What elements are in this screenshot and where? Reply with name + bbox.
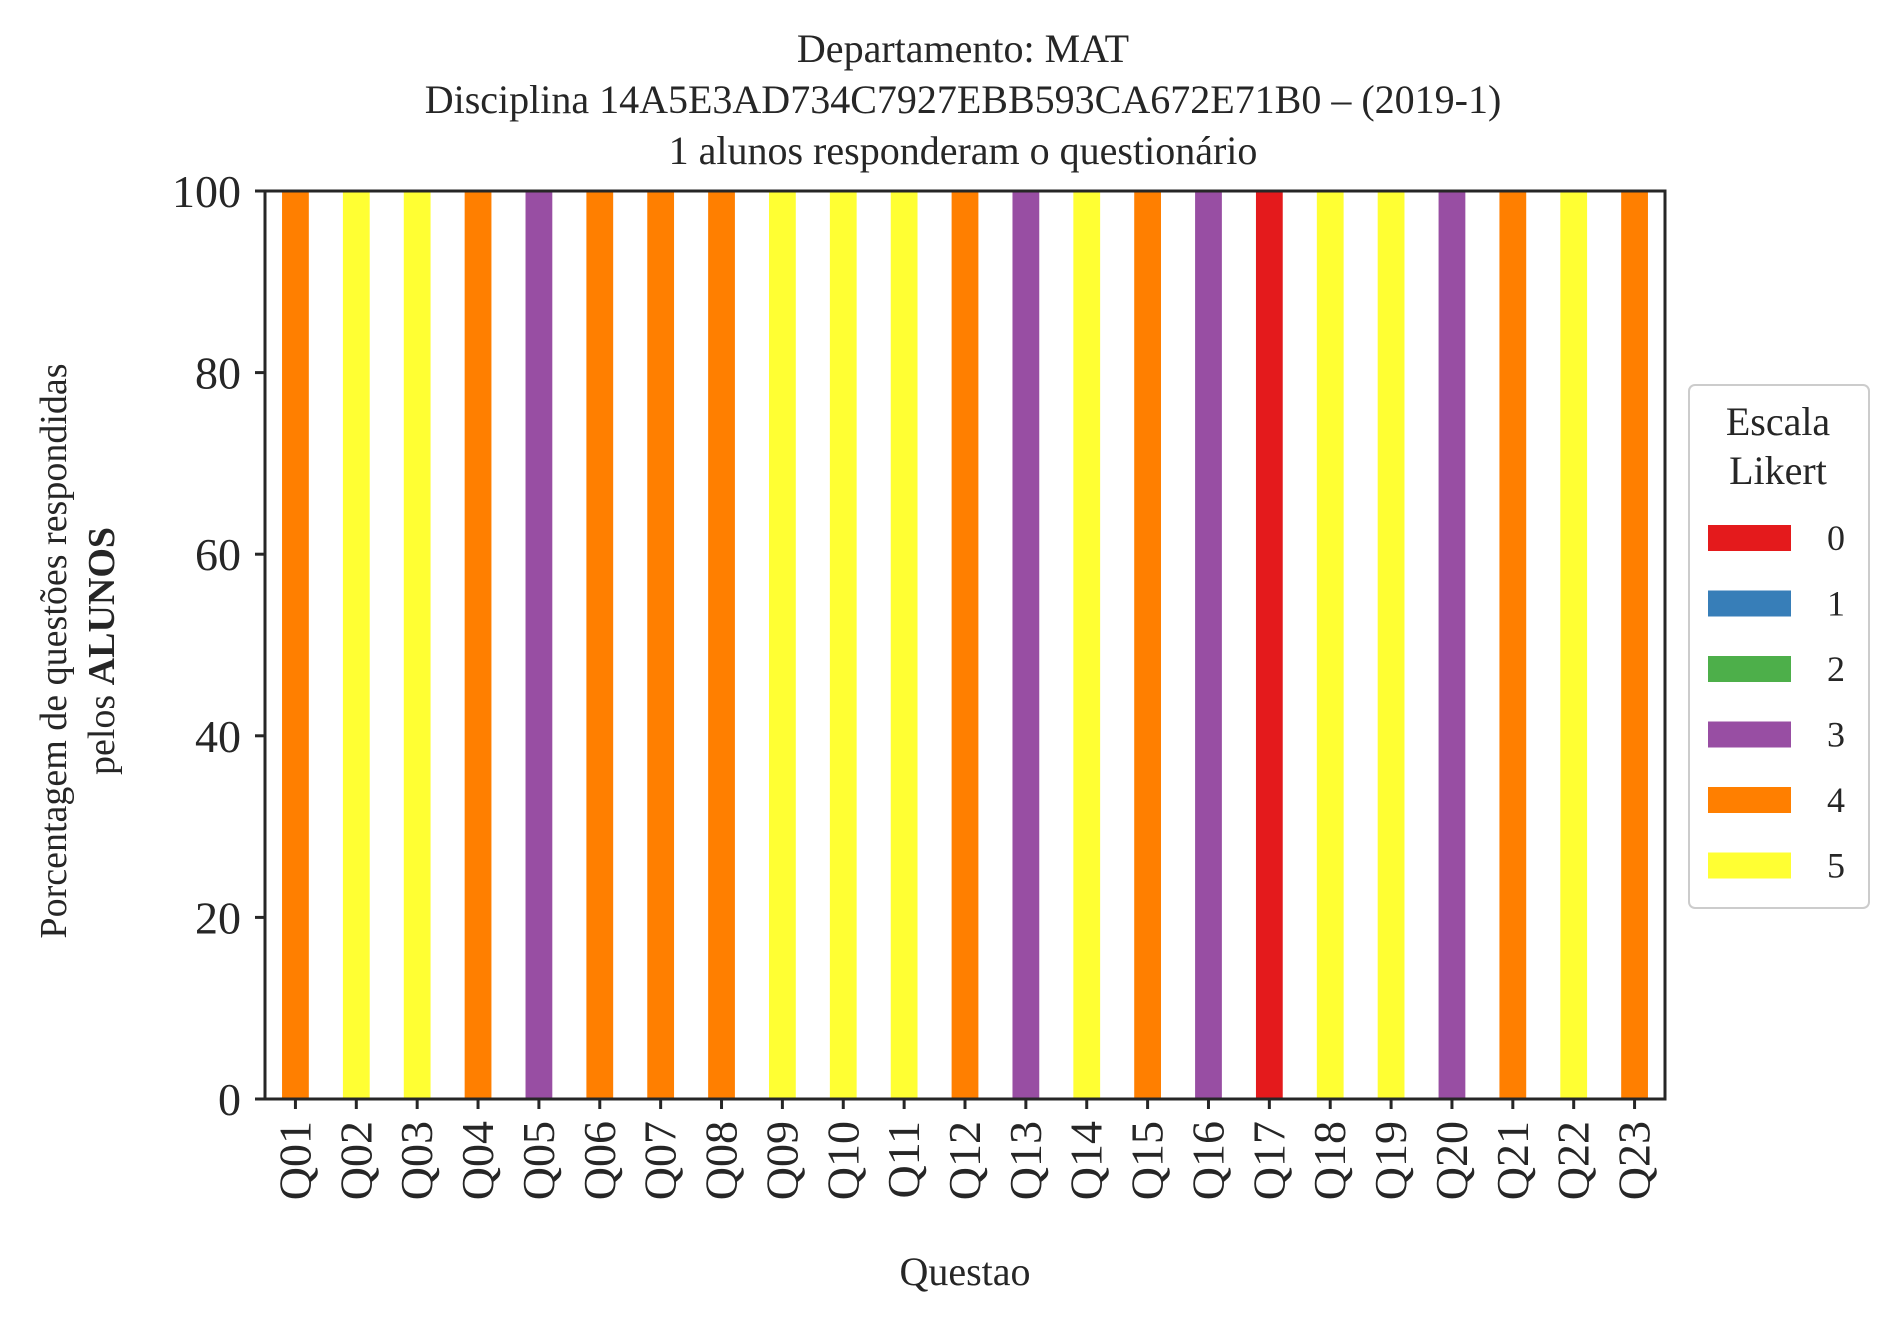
bar-Q09-scale-5 [769, 191, 796, 1099]
legend-label-2: 2 [1827, 649, 1845, 689]
x-tick-label-Q07: Q07 [635, 1121, 686, 1200]
legend-swatch-5 [1708, 852, 1791, 879]
bar-Q16-scale-3 [1195, 191, 1222, 1099]
x-tick-label-Q08: Q08 [696, 1121, 747, 1200]
x-tick-label-Q06: Q06 [574, 1121, 625, 1200]
x-tick-label-Q05: Q05 [513, 1121, 564, 1200]
y-axis-label-bold: ALUNOS [81, 527, 123, 685]
x-tick-label-Q14: Q14 [1061, 1121, 1112, 1200]
x-tick-label-Q16: Q16 [1182, 1121, 1233, 1200]
legend-title-line-2: Likert [1729, 448, 1827, 493]
x-tick-label-Q11: Q11 [878, 1121, 929, 1199]
x-axis-label: Questao [899, 1249, 1030, 1294]
legend-label-1: 1 [1827, 584, 1845, 624]
y-tick-label: 60 [195, 529, 241, 580]
x-tick-label-Q04: Q04 [452, 1121, 503, 1200]
x-tick-label-Q09: Q09 [756, 1121, 807, 1200]
bar-Q21-scale-4 [1499, 191, 1527, 1099]
bar-Q07-scale-4 [647, 191, 675, 1099]
chart-title-line-3: 1 alunos responderam o questionário [669, 128, 1258, 173]
legend-label-0: 0 [1827, 518, 1845, 558]
x-tick-label-Q03: Q03 [391, 1121, 442, 1200]
bar-Q23-scale-4 [1621, 191, 1648, 1099]
legend-title-line-1: Escala [1726, 399, 1831, 444]
x-tick-label-Q01: Q01 [269, 1121, 320, 1200]
bar-Q02-scale-5 [342, 191, 370, 1099]
x-tick-label-Q02: Q02 [330, 1121, 381, 1200]
legend-swatch-4 [1708, 787, 1791, 813]
y-tick-label: 80 [195, 348, 241, 399]
x-tick-label-Q15: Q15 [1122, 1121, 1173, 1200]
y-axis-label-prefix: pelos [81, 685, 123, 775]
x-tick-label-Q20: Q20 [1426, 1121, 1477, 1200]
legend-swatch-3 [1708, 721, 1791, 748]
bar-Q08-scale-4 [708, 191, 735, 1099]
bar-Q11-scale-5 [890, 191, 918, 1099]
legend-swatch-1 [1708, 590, 1791, 617]
legend-items: 0 1 2 3 4 5 [1708, 518, 1845, 886]
legend-label-3: 3 [1827, 715, 1845, 755]
y-axis-label-line-2: pelos ALUNOS [81, 527, 123, 775]
bar-Q19-scale-5 [1377, 191, 1405, 1099]
bar-Q01-scale-4 [282, 191, 309, 1099]
y-tick-label: 20 [195, 892, 241, 943]
x-tick-label-Q19: Q19 [1365, 1121, 1416, 1200]
chart-title-line-2: Disciplina 14A5E3AD734C7927EBB593CA672E7… [425, 77, 1502, 122]
x-tick-label-Q10: Q10 [817, 1121, 868, 1200]
y-tick-label: 40 [195, 711, 241, 762]
x-tick-label-Q22: Q22 [1548, 1121, 1599, 1200]
bar-Q20-scale-3 [1438, 191, 1466, 1099]
x-tick-label-Q12: Q12 [939, 1121, 990, 1200]
legend-label-4: 4 [1827, 780, 1845, 820]
x-tick-label-Q17: Q17 [1243, 1121, 1294, 1200]
bar-Q14-scale-5 [1073, 191, 1101, 1099]
bar-Q03-scale-5 [403, 191, 431, 1099]
y-axis-label: Porcentagem de questões respondidas pelo… [33, 363, 123, 938]
bar-Q10-scale-5 [829, 191, 857, 1099]
bar-Q15-scale-4 [1134, 191, 1161, 1099]
bar-Q17-scale-0 [1255, 191, 1283, 1099]
bar-Q18-scale-5 [1316, 191, 1344, 1099]
legend-swatch-0 [1708, 525, 1791, 551]
bar-Q06-scale-4 [586, 191, 614, 1099]
legend-swatch-2 [1708, 656, 1791, 682]
y-tick-label: 0 [218, 1074, 241, 1125]
x-tick-label-Q18: Q18 [1304, 1121, 1355, 1200]
bar-Q13-scale-3 [1012, 191, 1040, 1099]
legend-frame [1688, 384, 1870, 909]
x-tick-label-Q23: Q23 [1609, 1121, 1660, 1200]
bar-Q12-scale-4 [951, 191, 979, 1099]
bar-Q05-scale-3 [525, 191, 553, 1099]
legend: Escala Likert 0 1 2 3 4 5 [1688, 384, 1870, 909]
bar-Q04-scale-4 [464, 191, 492, 1099]
chart-title-line-1: Departamento: MAT [797, 26, 1129, 71]
bars-group [282, 191, 1648, 1099]
x-tick-label-Q21: Q21 [1487, 1121, 1538, 1200]
x-ticks-group: Q01 Q02 Q03 Q04 Q05 Q06 Q07 Q08 Q09 Q10 Q11 Q12 Q13 Q… [269, 1099, 1660, 1200]
y-axis-label-line-1: Porcentagem de questões respondidas [33, 363, 75, 938]
legend-label-5: 5 [1827, 846, 1845, 886]
y-tick-label: 100 [172, 166, 241, 217]
bar-Q22-scale-5 [1560, 191, 1588, 1099]
y-ticks-group: 0 20 40 60 80 100 [172, 166, 265, 1125]
x-tick-label-Q13: Q13 [1000, 1121, 1051, 1200]
plot-frame [263, 189, 1667, 1101]
